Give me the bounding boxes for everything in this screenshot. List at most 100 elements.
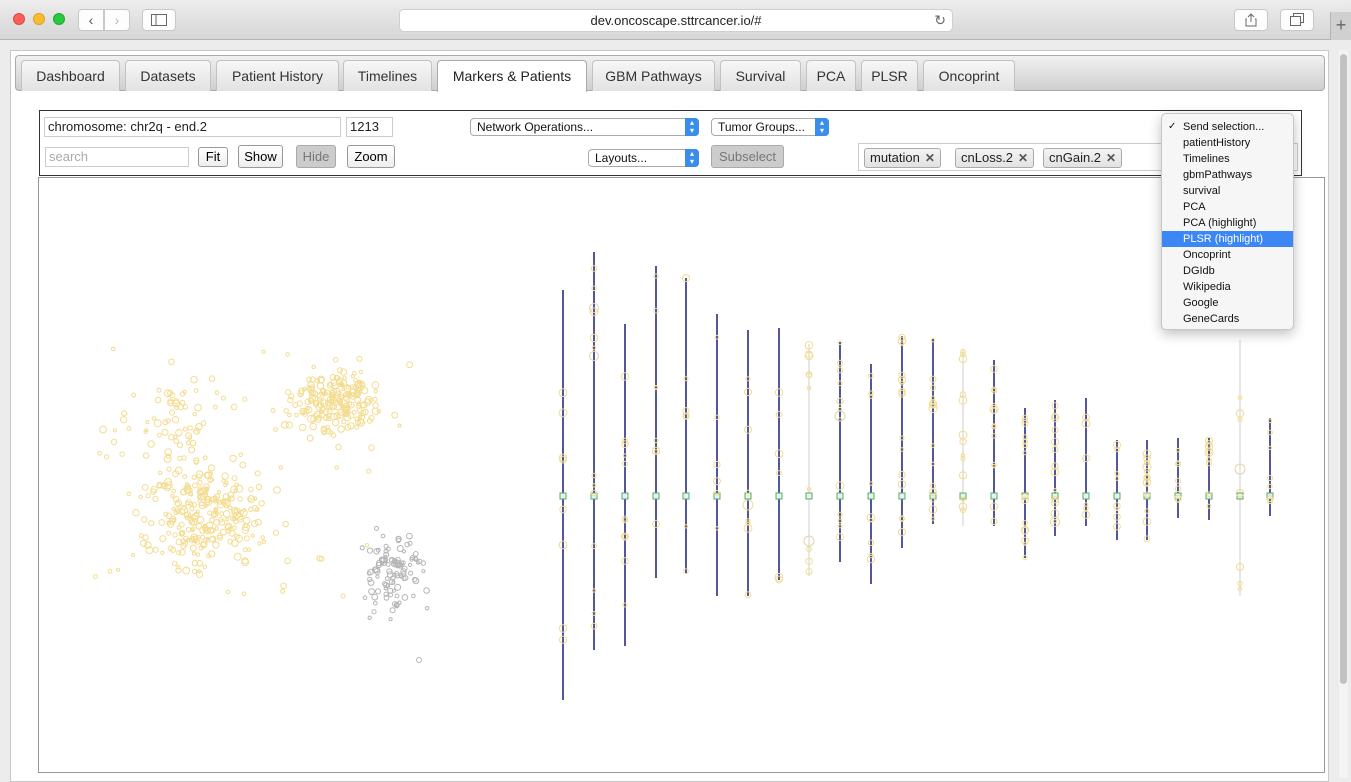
patient-node[interactable] <box>119 451 125 457</box>
patient-node[interactable] <box>407 540 413 546</box>
patient-node[interactable] <box>386 568 393 575</box>
patient-node[interactable] <box>161 483 166 488</box>
show-button[interactable]: Show <box>238 145 283 168</box>
centromere-marker[interactable] <box>621 492 629 500</box>
gene-node[interactable] <box>897 336 907 346</box>
patient-node[interactable] <box>158 519 166 526</box>
patient-node[interactable] <box>371 381 380 390</box>
gene-node[interactable] <box>558 453 568 462</box>
patient-node[interactable] <box>126 491 132 497</box>
gene-node[interactable] <box>1236 562 1244 571</box>
patient-node[interactable] <box>394 601 400 607</box>
patient-node[interactable] <box>423 587 430 594</box>
gene-node[interactable] <box>991 424 997 430</box>
patient-node[interactable] <box>294 412 299 418</box>
centromere-marker[interactable] <box>744 492 752 500</box>
patient-node[interactable] <box>366 468 372 474</box>
patient-node[interactable] <box>182 540 189 547</box>
gene-node[interactable] <box>898 470 906 479</box>
patient-node[interactable] <box>204 498 213 506</box>
patient-node[interactable] <box>333 412 341 420</box>
patient-node[interactable] <box>191 568 198 575</box>
gene-node[interactable] <box>991 387 997 394</box>
patient-node[interactable] <box>229 454 237 463</box>
address-bar[interactable]: dev.oncoscape.sttrcancer.io/# ↻ <box>399 9 953 32</box>
gene-node[interactable] <box>930 443 936 448</box>
patient-node[interactable] <box>391 601 398 607</box>
patient-node[interactable] <box>307 381 315 389</box>
patient-node[interactable] <box>189 439 197 447</box>
gene-node[interactable] <box>897 480 907 489</box>
patient-node[interactable] <box>360 410 367 417</box>
gene-node[interactable] <box>990 517 998 525</box>
gene-node[interactable] <box>898 333 906 341</box>
patient-node[interactable] <box>193 459 199 465</box>
patient-node[interactable] <box>223 504 229 509</box>
gene-node[interactable] <box>837 518 843 524</box>
gene-node[interactable] <box>1175 461 1181 468</box>
patient-node[interactable] <box>273 427 279 432</box>
patient-node[interactable] <box>192 482 198 489</box>
patient-node[interactable] <box>151 416 157 421</box>
patient-node[interactable] <box>187 435 192 440</box>
gene-node[interactable] <box>1083 502 1089 507</box>
patient-node[interactable] <box>242 516 251 525</box>
gene-node[interactable] <box>1050 498 1060 507</box>
patient-node[interactable] <box>383 594 390 601</box>
patient-node[interactable] <box>196 494 201 500</box>
patient-node[interactable] <box>177 442 183 449</box>
gene-node[interactable] <box>1144 468 1150 474</box>
patient-node[interactable] <box>320 399 329 407</box>
patient-node[interactable] <box>188 501 194 507</box>
patient-node[interactable] <box>287 396 294 404</box>
patient-node[interactable] <box>193 511 200 518</box>
patient-node[interactable] <box>167 390 174 397</box>
patient-node[interactable] <box>367 576 373 583</box>
gene-node[interactable] <box>1022 541 1028 546</box>
patient-node[interactable] <box>212 541 220 549</box>
gene-node[interactable] <box>682 412 690 420</box>
menu-item-timelines[interactable]: Timelines <box>1183 153 1230 165</box>
patient-node[interactable] <box>407 562 413 567</box>
gene-node[interactable] <box>804 351 814 361</box>
gene-node[interactable] <box>899 341 905 346</box>
patient-node[interactable] <box>366 571 372 576</box>
patient-node[interactable] <box>163 454 172 463</box>
menu-item-gbm-pathways[interactable]: gbmPathways <box>1183 169 1253 181</box>
patient-node[interactable] <box>248 486 254 492</box>
patient-node[interactable] <box>224 522 233 531</box>
patient-node[interactable] <box>197 486 203 492</box>
gene-node[interactable] <box>868 481 874 486</box>
gene-node[interactable] <box>991 433 997 439</box>
gene-node[interactable] <box>1237 586 1243 591</box>
patient-node[interactable] <box>317 396 323 402</box>
patient-node[interactable] <box>383 551 390 558</box>
gene-node[interactable] <box>622 515 628 522</box>
patient-node[interactable] <box>217 490 222 494</box>
patient-node[interactable] <box>121 410 128 417</box>
patient-node[interactable] <box>285 421 293 429</box>
gene-node[interactable] <box>622 453 628 458</box>
gene-node[interactable] <box>1142 462 1152 472</box>
gene-node[interactable] <box>1235 488 1245 498</box>
patient-node[interactable] <box>225 517 230 522</box>
gene-node[interactable] <box>899 435 905 441</box>
patient-node[interactable] <box>193 388 199 394</box>
patient-node[interactable] <box>242 547 248 553</box>
gene-node[interactable] <box>1237 580 1243 587</box>
patient-node[interactable] <box>110 438 118 446</box>
gene-node[interactable] <box>653 437 659 444</box>
gene-node[interactable] <box>742 499 754 511</box>
patient-node[interactable] <box>178 549 186 556</box>
patient-node[interactable] <box>352 371 357 376</box>
gene-node[interactable] <box>1267 445 1273 450</box>
patient-node[interactable] <box>386 571 394 579</box>
patient-node[interactable] <box>179 531 185 537</box>
patient-node[interactable] <box>375 588 381 595</box>
markers-patients-network[interactable] <box>39 178 1324 772</box>
gene-node[interactable] <box>1142 478 1152 487</box>
patient-node[interactable] <box>191 474 197 480</box>
patient-node[interactable] <box>420 560 426 566</box>
patient-node[interactable] <box>183 486 192 494</box>
patient-node[interactable] <box>332 357 339 363</box>
